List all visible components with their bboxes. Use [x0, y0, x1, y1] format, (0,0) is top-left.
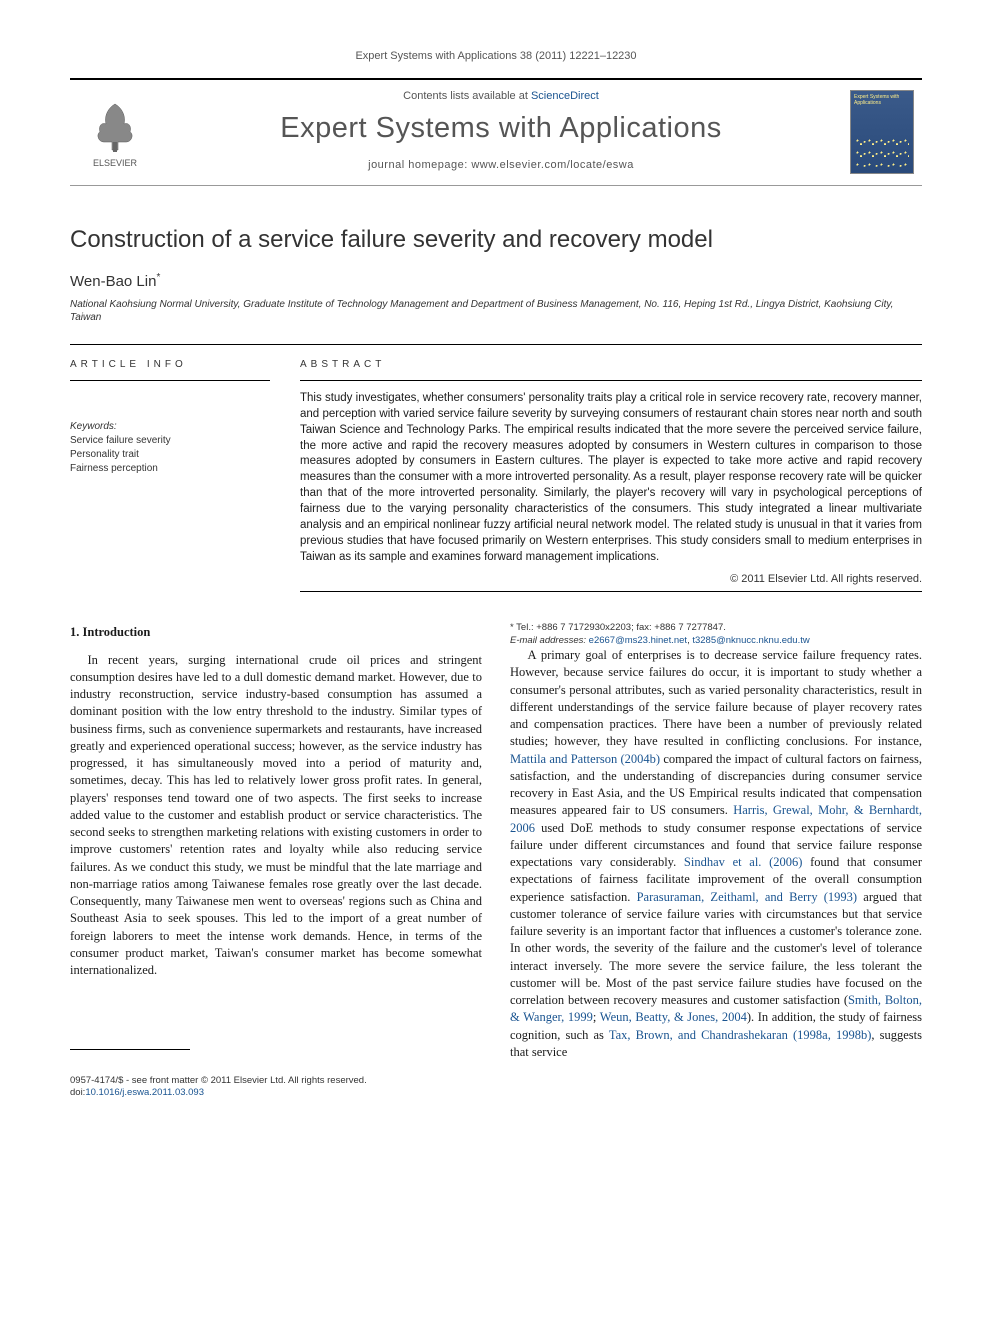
author-text: Wen-Bao Lin: [70, 273, 156, 290]
abstract-text: This study investigates, whether consume…: [300, 391, 922, 565]
body-text: 1. Introduction In recent years, surging…: [70, 622, 922, 1061]
fax-label: fax:: [636, 622, 654, 633]
section-number: 1.: [70, 625, 79, 639]
journal-cover: Expert Systems with Applications: [842, 80, 922, 185]
cover-title: Expert Systems with Applications: [851, 91, 913, 110]
journal-name: Expert Systems with Applications: [160, 112, 842, 145]
author-name: Wen-Bao Lin*: [70, 272, 922, 290]
affiliation: National Kaohsiung Normal University, Gr…: [70, 298, 922, 324]
info-rule: [70, 380, 270, 381]
abstract-heading: ABSTRACT: [300, 359, 922, 370]
page-footer: 0957-4174/$ - see front matter © 2011 El…: [70, 1075, 922, 1100]
tel-label: Tel.:: [516, 622, 536, 633]
corresponding-footnote: * Tel.: +886 7 7172930x2203; fax: +886 7…: [510, 622, 922, 647]
header-citation: Expert Systems with Applications 38 (201…: [70, 50, 922, 62]
citation-link[interactable]: Mattila and Patterson (2004b): [510, 752, 660, 766]
email-link[interactable]: e2667@ms23.hinet.net: [589, 635, 687, 646]
keywords-label: Keywords:: [70, 421, 270, 432]
doi-label: doi:: [70, 1087, 85, 1098]
body-run: argued that customer tolerance of servic…: [510, 890, 922, 1008]
body-paragraph: A primary goal of enterprises is to decr…: [510, 647, 922, 1061]
abstract-column: ABSTRACT This study investigates, whethe…: [300, 344, 922, 592]
homepage-prefix: journal homepage:: [368, 159, 471, 171]
abstract-rule: [300, 380, 922, 381]
citation-link[interactable]: Parasuraman, Zeithaml, and Berry (1993): [637, 890, 858, 904]
abstract-bottom-rule: [300, 591, 922, 592]
citation-link[interactable]: Tax, Brown, and Chandrashekaran (1998a, …: [609, 1028, 872, 1042]
publisher-name: ELSEVIER: [93, 158, 137, 168]
doi-link[interactable]: 10.1016/j.eswa.2011.03.093: [85, 1087, 204, 1098]
author-marker: *: [156, 272, 160, 283]
contents-prefix: Contents lists available at: [403, 90, 531, 102]
cover-graphic: [855, 137, 909, 167]
homepage-url: www.elsevier.com/locate/eswa: [471, 159, 634, 171]
article-info-heading: ARTICLE INFO: [70, 359, 270, 370]
sciencedirect-link[interactable]: ScienceDirect: [531, 90, 599, 102]
keyword: Personality trait: [70, 448, 270, 462]
keyword: Service failure severity: [70, 434, 270, 448]
body-run: A primary goal of enterprises is to decr…: [510, 648, 922, 748]
section-title: Introduction: [83, 625, 151, 639]
issn-line: 0957-4174/$ - see front matter © 2011 El…: [70, 1075, 367, 1086]
email-link[interactable]: t3285@nknucc.nknu.edu.tw: [692, 635, 809, 646]
section-heading: 1. Introduction: [70, 624, 482, 641]
contents-line: Contents lists available at ScienceDirec…: [160, 90, 842, 102]
body-run: ;: [593, 1010, 600, 1024]
citation-link[interactable]: Weun, Beatty, & Jones, 2004: [600, 1010, 747, 1024]
email-label: E-mail addresses:: [510, 635, 589, 646]
footnote-rule: [70, 1049, 190, 1050]
abstract-copyright: © 2011 Elsevier Ltd. All rights reserved…: [300, 573, 922, 585]
keyword: Fairness perception: [70, 462, 270, 476]
journal-homepage: journal homepage: www.elsevier.com/locat…: [160, 159, 842, 171]
elsevier-tree-icon: [88, 98, 142, 154]
article-info-column: ARTICLE INFO Keywords: Service failure s…: [70, 344, 270, 592]
article-title: Construction of a service failure severi…: [70, 226, 922, 254]
tel-value: +886 7 7172930x2203;: [536, 622, 636, 633]
journal-header: ELSEVIER Contents lists available at Sci…: [70, 78, 922, 186]
body-paragraph: In recent years, surging international c…: [70, 652, 482, 980]
fax-value: +886 7 7277847.: [654, 622, 726, 633]
publisher-logo: ELSEVIER: [70, 80, 160, 185]
footnote-marker: *: [510, 622, 514, 633]
citation-link[interactable]: Sindhav et al. (2006): [684, 855, 803, 869]
